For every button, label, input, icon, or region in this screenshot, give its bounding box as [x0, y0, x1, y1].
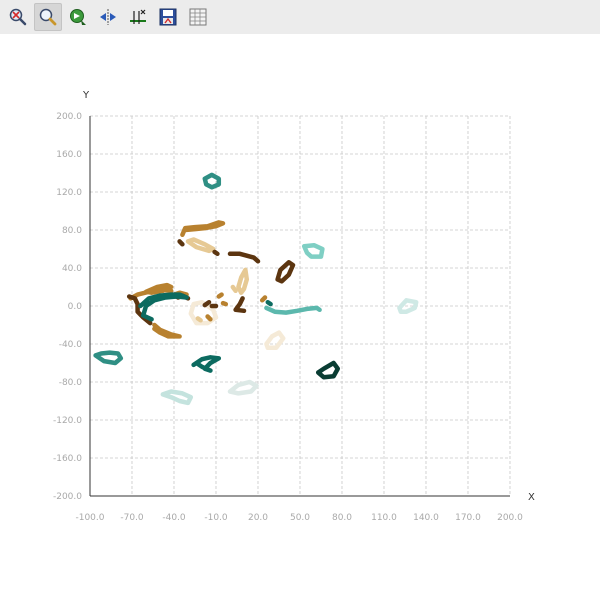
- zoom-reset-icon: [9, 8, 27, 26]
- data-table-icon: [189, 8, 207, 26]
- data-series: [93, 172, 419, 406]
- zoom-reset-button[interactable]: [4, 3, 32, 31]
- zoom-icon: [39, 8, 57, 26]
- x-tick-label: -40.0: [162, 513, 186, 523]
- x-tick-label: 50.0: [290, 513, 310, 523]
- data-series-27: [265, 299, 273, 307]
- y-tick-label: 80.0: [62, 226, 82, 236]
- data-series-22: [202, 299, 212, 308]
- x-tick-label: -70.0: [120, 513, 144, 523]
- y-tick-label: 160.0: [56, 150, 82, 160]
- data-series-3: [185, 237, 216, 254]
- data-series-9: [236, 267, 250, 295]
- data-series-35: [160, 389, 194, 406]
- scatter-chart[interactable]: -100.0 -70.0 -40.0 -10.0 20.0 50.0 80.0 110.0 14…: [0, 34, 600, 600]
- y-axis-title: Y: [82, 90, 90, 101]
- zoom-button[interactable]: [34, 3, 62, 31]
- data-series-1: [202, 172, 222, 190]
- x-tick-label: 140.0: [413, 513, 439, 523]
- x-tick-label: 20.0: [248, 513, 268, 523]
- data-series-20: [205, 314, 213, 322]
- data-series-25: [195, 316, 203, 323]
- x-axis-title: X: [528, 492, 535, 503]
- data-series-2: [180, 220, 226, 238]
- y-tick-label: -80.0: [59, 378, 83, 388]
- auto-fit-icon: [100, 9, 116, 25]
- data-series-4: [177, 239, 185, 247]
- data-series-10: [230, 284, 238, 294]
- pan-icon: [70, 9, 86, 25]
- data-series-30: [397, 298, 419, 314]
- data-series-5: [212, 249, 220, 257]
- y-tick-label: -160.0: [53, 454, 82, 464]
- y-tick-label: 120.0: [56, 188, 82, 198]
- data-series-24: [220, 300, 229, 307]
- data-series-17: [138, 292, 189, 322]
- axes: [89, 116, 510, 497]
- data-series-33: [315, 360, 341, 380]
- data-series-8: [275, 260, 296, 284]
- pan-button[interactable]: [64, 3, 92, 31]
- x-tick-label: 170.0: [455, 513, 481, 523]
- x-tick-label: 110.0: [371, 513, 397, 523]
- data-series-34: [227, 379, 259, 396]
- data-table-button[interactable]: [184, 3, 212, 31]
- axis-settings-icon: [130, 9, 146, 24]
- save-image-button[interactable]: [154, 3, 182, 31]
- data-series-26: [259, 295, 268, 303]
- data-series-11: [233, 296, 247, 314]
- axis-settings-button[interactable]: [124, 3, 152, 31]
- toolbar: [0, 0, 600, 34]
- auto-fit-button[interactable]: [94, 3, 122, 31]
- data-series-13: [143, 282, 174, 295]
- data-series-6: [227, 251, 261, 264]
- y-tick-label: -200.0: [53, 492, 82, 502]
- data-series-7: [301, 242, 325, 259]
- x-tick-label: 80.0: [332, 513, 352, 523]
- data-series-18: [152, 322, 182, 339]
- y-tick-label: -40.0: [59, 340, 83, 350]
- y-tick-label: 200.0: [56, 112, 82, 122]
- grid: [89, 115, 511, 497]
- y-tick-label: 40.0: [62, 264, 82, 274]
- data-series-31: [93, 350, 124, 366]
- x-tick-label: -10.0: [204, 513, 228, 523]
- data-series-19: [188, 299, 219, 326]
- y-tick-label: 0.0: [68, 302, 83, 312]
- y-tick-label: -120.0: [53, 416, 82, 426]
- save-image-icon: [159, 8, 177, 26]
- data-series-28: [264, 305, 322, 315]
- data-series-29: [264, 330, 286, 351]
- data-series-23: [216, 292, 224, 299]
- x-tick-label: -100.0: [75, 513, 104, 523]
- data-series-32: [191, 355, 222, 373]
- tick-labels: -100.0 -70.0 -40.0 -10.0 20.0 50.0 80.0 110.0 14…: [53, 112, 523, 523]
- x-tick-label: 200.0: [497, 513, 523, 523]
